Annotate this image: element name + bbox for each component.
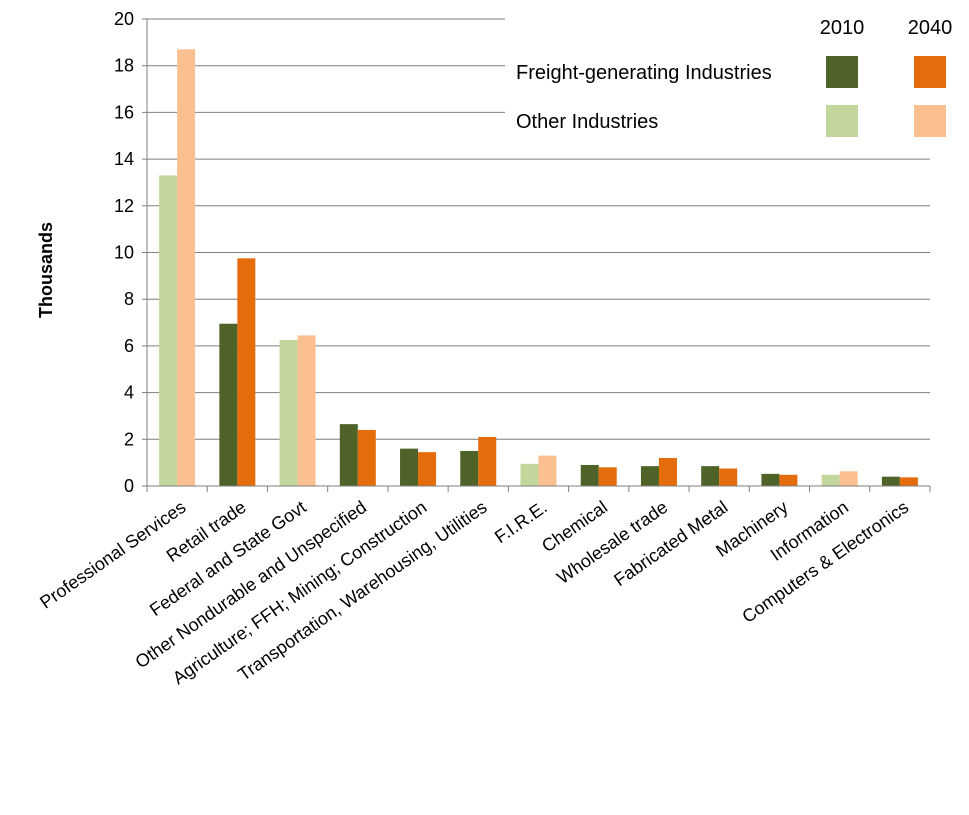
bar-2040 [297,335,316,486]
bar-2010 [640,466,659,486]
legend-swatch [914,105,946,137]
legend: 2010 2040 Freight-generating Industries Oth… [505,8,965,138]
y-tick-label: 14 [114,149,134,169]
bar-2010 [881,476,900,486]
y-tick-label: 16 [114,102,134,122]
y-tick-label: 2 [124,429,134,449]
bar-2040 [658,457,677,486]
bar-2040 [237,258,256,486]
bar-2010 [821,474,840,486]
y-tick-label: 4 [124,383,134,403]
bar-2040 [598,467,617,486]
legend-row-label: Freight-generating Industries [516,62,772,84]
bar-2040 [357,429,376,486]
y-tick-label: 8 [124,289,134,309]
legend-row-label: Other Industries [516,111,658,133]
legend-swatch [914,56,946,88]
bar-2010 [460,450,479,486]
bar-2010 [520,463,539,486]
legend-year-label: 2040 [908,17,953,39]
bar-2010 [701,466,720,486]
bars [159,49,918,486]
bar-2040 [719,468,738,486]
bar-2010 [339,424,358,486]
bar-2010 [219,323,238,486]
legend-year-label: 2010 [820,17,865,39]
bar-2040 [478,436,497,486]
y-tick-label: 6 [124,336,134,356]
bar-2010 [159,175,178,486]
legend-background [505,8,965,138]
y-tick-labels: 0 2 4 6 8 10 12 14 16 18 20 [114,9,134,496]
bar-2040 [779,474,798,486]
legend-swatch [826,105,858,137]
axes [146,19,931,492]
bar-2010 [400,448,419,486]
bar-2010 [279,340,298,486]
bar-2040 [538,455,557,486]
y-tick-label: 10 [114,243,134,263]
y-tick-label: 20 [114,9,134,29]
y-tick-label: 18 [114,56,134,76]
bar-2040 [839,471,858,486]
y-axis-title: Thousands [36,222,56,318]
bar-2010 [580,464,599,486]
y-tick-label: 0 [124,476,134,496]
bar-2010 [761,473,780,486]
y-tick-label: 12 [114,196,134,216]
legend-swatch [826,56,858,88]
bar-2040 [418,452,437,486]
bar-2040 [899,477,918,486]
bar-2040 [177,49,196,486]
